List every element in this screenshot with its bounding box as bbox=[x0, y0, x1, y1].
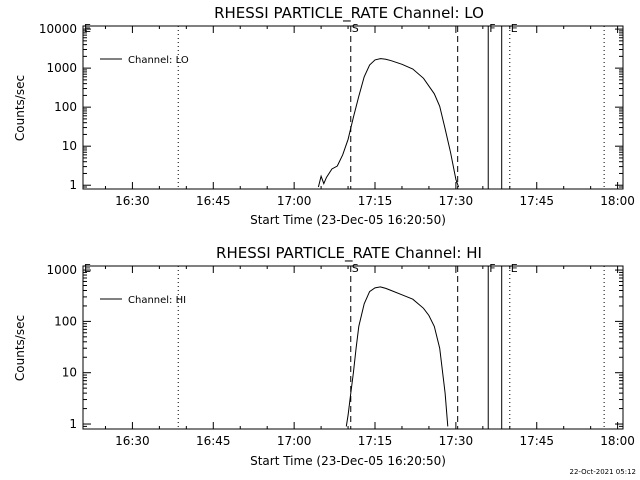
x-axis-label: Start Time (23-Dec-05 16:20:50) bbox=[250, 213, 446, 227]
x-tick-label: 17:45 bbox=[519, 194, 554, 208]
x-tick-label: 17:30 bbox=[439, 434, 474, 448]
x-tick-label: 16:30 bbox=[115, 194, 150, 208]
event-markers: S F EE bbox=[84, 22, 605, 189]
y-tick-label: 1 bbox=[69, 178, 77, 192]
x-tick-label: 16:45 bbox=[196, 434, 231, 448]
y-axis-label: Counts/sec bbox=[13, 75, 27, 141]
chart-panel-hi: RHESSI PARTICLE_RATE Channel: HI 16:30 16… bbox=[13, 244, 635, 468]
marker-label: E bbox=[84, 262, 91, 275]
x-tick-label: 16:45 bbox=[196, 194, 231, 208]
y-tick-label: 1 bbox=[69, 417, 77, 431]
x-tick-label: 17:00 bbox=[277, 194, 312, 208]
y-axis-label: Counts/sec bbox=[13, 315, 27, 381]
series-layer bbox=[345, 286, 449, 427]
series-line bbox=[345, 286, 449, 427]
y-tick-label: 1000 bbox=[46, 61, 77, 75]
footer-timestamp: 22-Oct-2021 05:12 bbox=[570, 468, 636, 476]
x-axis: 16:30 16:45 17:00 17:15 17:30 17:45 18:00 bbox=[104, 266, 635, 448]
marker-label: E bbox=[511, 22, 518, 35]
marker-label: F bbox=[489, 262, 495, 275]
x-axis-label: Start Time (23-Dec-05 16:20:50) bbox=[250, 454, 446, 468]
x-tick-label: 18:00 bbox=[600, 194, 635, 208]
x-tick-label: 17:15 bbox=[358, 434, 393, 448]
x-tick-label: 17:15 bbox=[358, 194, 393, 208]
x-tick-label: 18:00 bbox=[600, 434, 635, 448]
x-axis: 16:30 16:45 17:00 17:15 17:30 17:45 18:00 bbox=[104, 26, 635, 208]
y-axis: 1 10 100 1000 10000 bbox=[39, 22, 623, 192]
chart-title: RHESSI PARTICLE_RATE Channel: HI bbox=[216, 244, 482, 263]
series-layer bbox=[317, 58, 460, 188]
series-line bbox=[317, 58, 460, 188]
y-axis: 1 10 100 1000 bbox=[46, 263, 623, 431]
legend-label: Channel: HI bbox=[128, 295, 186, 306]
chart-panel-lo: RHESSI PARTICLE_RATE Channel: LO 16:30 16… bbox=[13, 4, 635, 227]
y-tick-label: 100 bbox=[54, 314, 77, 328]
y-tick-label: 100 bbox=[54, 100, 77, 114]
marker-label: S bbox=[352, 262, 359, 275]
x-tick-label: 16:30 bbox=[115, 434, 150, 448]
marker-label: E bbox=[84, 22, 91, 35]
plot-frame bbox=[82, 265, 624, 430]
y-tick-label: 1000 bbox=[46, 263, 77, 277]
chart-title: RHESSI PARTICLE_RATE Channel: LO bbox=[214, 4, 484, 23]
marker-label: S bbox=[352, 22, 359, 35]
marker-label: F bbox=[489, 22, 495, 35]
x-tick-label: 17:45 bbox=[519, 434, 554, 448]
x-tick-label: 17:30 bbox=[439, 194, 474, 208]
event-markers: S F EE bbox=[84, 262, 605, 429]
plot-frame bbox=[82, 25, 624, 190]
y-tick-label: 10 bbox=[62, 139, 77, 153]
marker-label: E bbox=[511, 262, 518, 275]
y-tick-label: 10 bbox=[62, 366, 77, 380]
legend-label: Channel: LO bbox=[128, 55, 189, 66]
x-tick-label: 17:00 bbox=[277, 434, 312, 448]
y-tick-label: 10000 bbox=[39, 22, 77, 36]
